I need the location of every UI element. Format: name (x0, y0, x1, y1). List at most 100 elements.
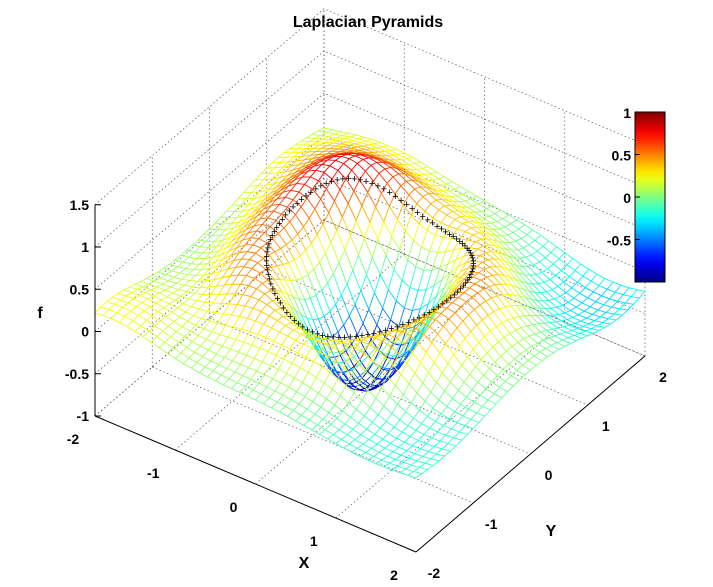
mesh-line (289, 214, 296, 222)
mesh-line (587, 291, 594, 299)
mesh-line (366, 336, 375, 339)
mesh-line (301, 170, 309, 178)
mesh-line (288, 259, 295, 264)
mesh-line (457, 422, 466, 427)
mesh-line (400, 450, 408, 456)
mesh-line (162, 325, 169, 332)
mesh-line (397, 465, 406, 470)
mesh-line (269, 397, 278, 403)
mesh-line (496, 221, 506, 228)
mesh-line (464, 419, 472, 427)
mesh-line (305, 356, 315, 363)
mesh-line (519, 353, 529, 361)
mesh-line (257, 258, 264, 264)
mesh-line (301, 278, 311, 299)
marker: + (467, 248, 473, 260)
mesh-line (344, 249, 354, 271)
mesh-line (419, 462, 426, 468)
mesh-line (559, 292, 567, 297)
mesh-line (420, 161, 429, 168)
mesh-line (542, 337, 549, 341)
mesh-line (382, 161, 391, 168)
mesh-line (376, 146, 383, 149)
mesh-line (419, 316, 428, 319)
mesh-line (509, 240, 516, 244)
mesh-line (586, 317, 595, 322)
mesh-line (330, 139, 339, 142)
marker: + (272, 288, 278, 300)
mesh-line (290, 183, 297, 191)
mesh-line (221, 268, 229, 278)
mesh-line (597, 309, 607, 313)
mesh-line (384, 447, 394, 453)
mesh-line (476, 325, 485, 337)
mesh-line (359, 356, 369, 365)
mesh-line (547, 263, 554, 270)
mesh-line (279, 203, 288, 208)
mesh-line (409, 287, 419, 291)
mesh-line (276, 320, 286, 326)
mesh-line (250, 378, 260, 384)
mesh-line (381, 340, 390, 352)
mesh-line (467, 281, 476, 285)
mesh-line (508, 255, 515, 259)
mesh-line (164, 286, 171, 291)
mesh-line (255, 393, 262, 401)
mesh-line (410, 436, 419, 441)
mesh-line (471, 382, 479, 390)
mesh-line (484, 268, 493, 276)
mesh-line (272, 300, 281, 309)
mesh-line (218, 364, 227, 369)
mesh-line (460, 301, 467, 308)
mesh-line (603, 304, 612, 308)
mesh-line (446, 406, 456, 413)
mesh-line (408, 329, 415, 333)
mesh-line (543, 279, 551, 283)
marker: + (426, 307, 432, 319)
mesh-line (438, 176, 445, 180)
mesh-line (437, 251, 446, 253)
mesh-line (147, 298, 156, 304)
mesh-line (430, 301, 440, 312)
mesh-line (240, 229, 247, 237)
mesh-line (171, 307, 178, 313)
mesh-line (221, 233, 229, 241)
mesh-line (557, 326, 564, 329)
mesh-line (528, 240, 536, 246)
mesh-line (208, 342, 215, 351)
marker: + (419, 211, 425, 223)
mesh-line (577, 325, 584, 330)
mesh-line (377, 414, 387, 422)
mesh-line (468, 402, 475, 410)
mesh-line (404, 436, 411, 443)
mesh-line (437, 425, 444, 433)
mesh-line (602, 318, 609, 323)
mesh-line (562, 339, 571, 344)
mesh-line (200, 339, 207, 347)
mesh-line (571, 281, 578, 289)
mesh-line (386, 176, 394, 184)
mesh-line (570, 306, 577, 311)
mesh-line (303, 343, 312, 349)
mesh-line (433, 193, 443, 200)
mesh-line (469, 287, 479, 294)
mesh-line (171, 270, 180, 274)
mesh-line (404, 307, 413, 311)
mesh-line (517, 247, 524, 251)
mesh-line (499, 381, 506, 388)
mesh-line (546, 291, 555, 300)
mesh-line (314, 336, 321, 340)
mesh-line (609, 292, 616, 300)
mesh-line (255, 247, 262, 254)
mesh-line (325, 139, 332, 143)
mesh-line (448, 225, 458, 230)
marker: + (265, 243, 271, 255)
mesh-line (440, 313, 450, 320)
mesh-line (271, 327, 280, 333)
mesh-line (249, 331, 258, 335)
mesh-line (264, 232, 273, 239)
mesh-line (399, 472, 409, 476)
mesh-line (343, 443, 350, 449)
mesh-line (178, 336, 185, 343)
mesh-line (248, 230, 257, 234)
